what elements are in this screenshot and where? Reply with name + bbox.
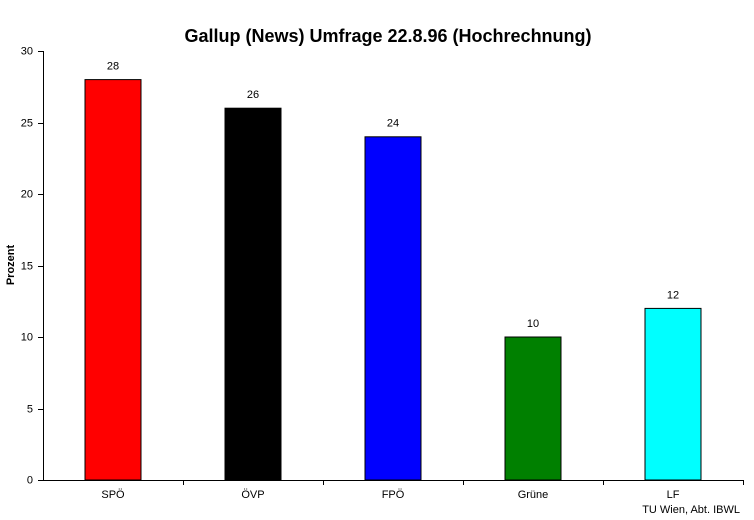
annotation: TU Wien, Abt. IBWL (642, 504, 740, 516)
x-tick-label: FPÖ (382, 489, 405, 501)
bar (84, 79, 142, 481)
data-label: 24 (387, 118, 399, 130)
data-label: 12 (667, 289, 679, 301)
data-label: 28 (107, 61, 119, 73)
y-tick-label: 20 (21, 188, 33, 200)
bar (224, 107, 282, 481)
data-label: 26 (247, 89, 259, 101)
y-tick-label: 0 (27, 474, 33, 486)
y-tick-label: 15 (21, 260, 33, 272)
y-axis-label: Prozent (5, 244, 17, 285)
chart-title: Gallup (News) Umfrage 22.8.96 (Hochrechn… (184, 26, 591, 46)
x-tick-label: Grüne (518, 489, 549, 501)
bar (644, 307, 702, 481)
x-tick-label: LF (667, 489, 680, 501)
data-label: 10 (527, 318, 539, 330)
bar (364, 136, 422, 481)
y-tick-label: 10 (21, 331, 33, 343)
y-tick-label: 30 (21, 45, 33, 57)
x-tick-label: SPÖ (101, 489, 125, 501)
y-tick-label: 5 (27, 403, 33, 415)
x-tick-label: ÖVP (241, 489, 264, 501)
y-tick-label: 25 (21, 117, 33, 129)
bar (504, 336, 562, 481)
